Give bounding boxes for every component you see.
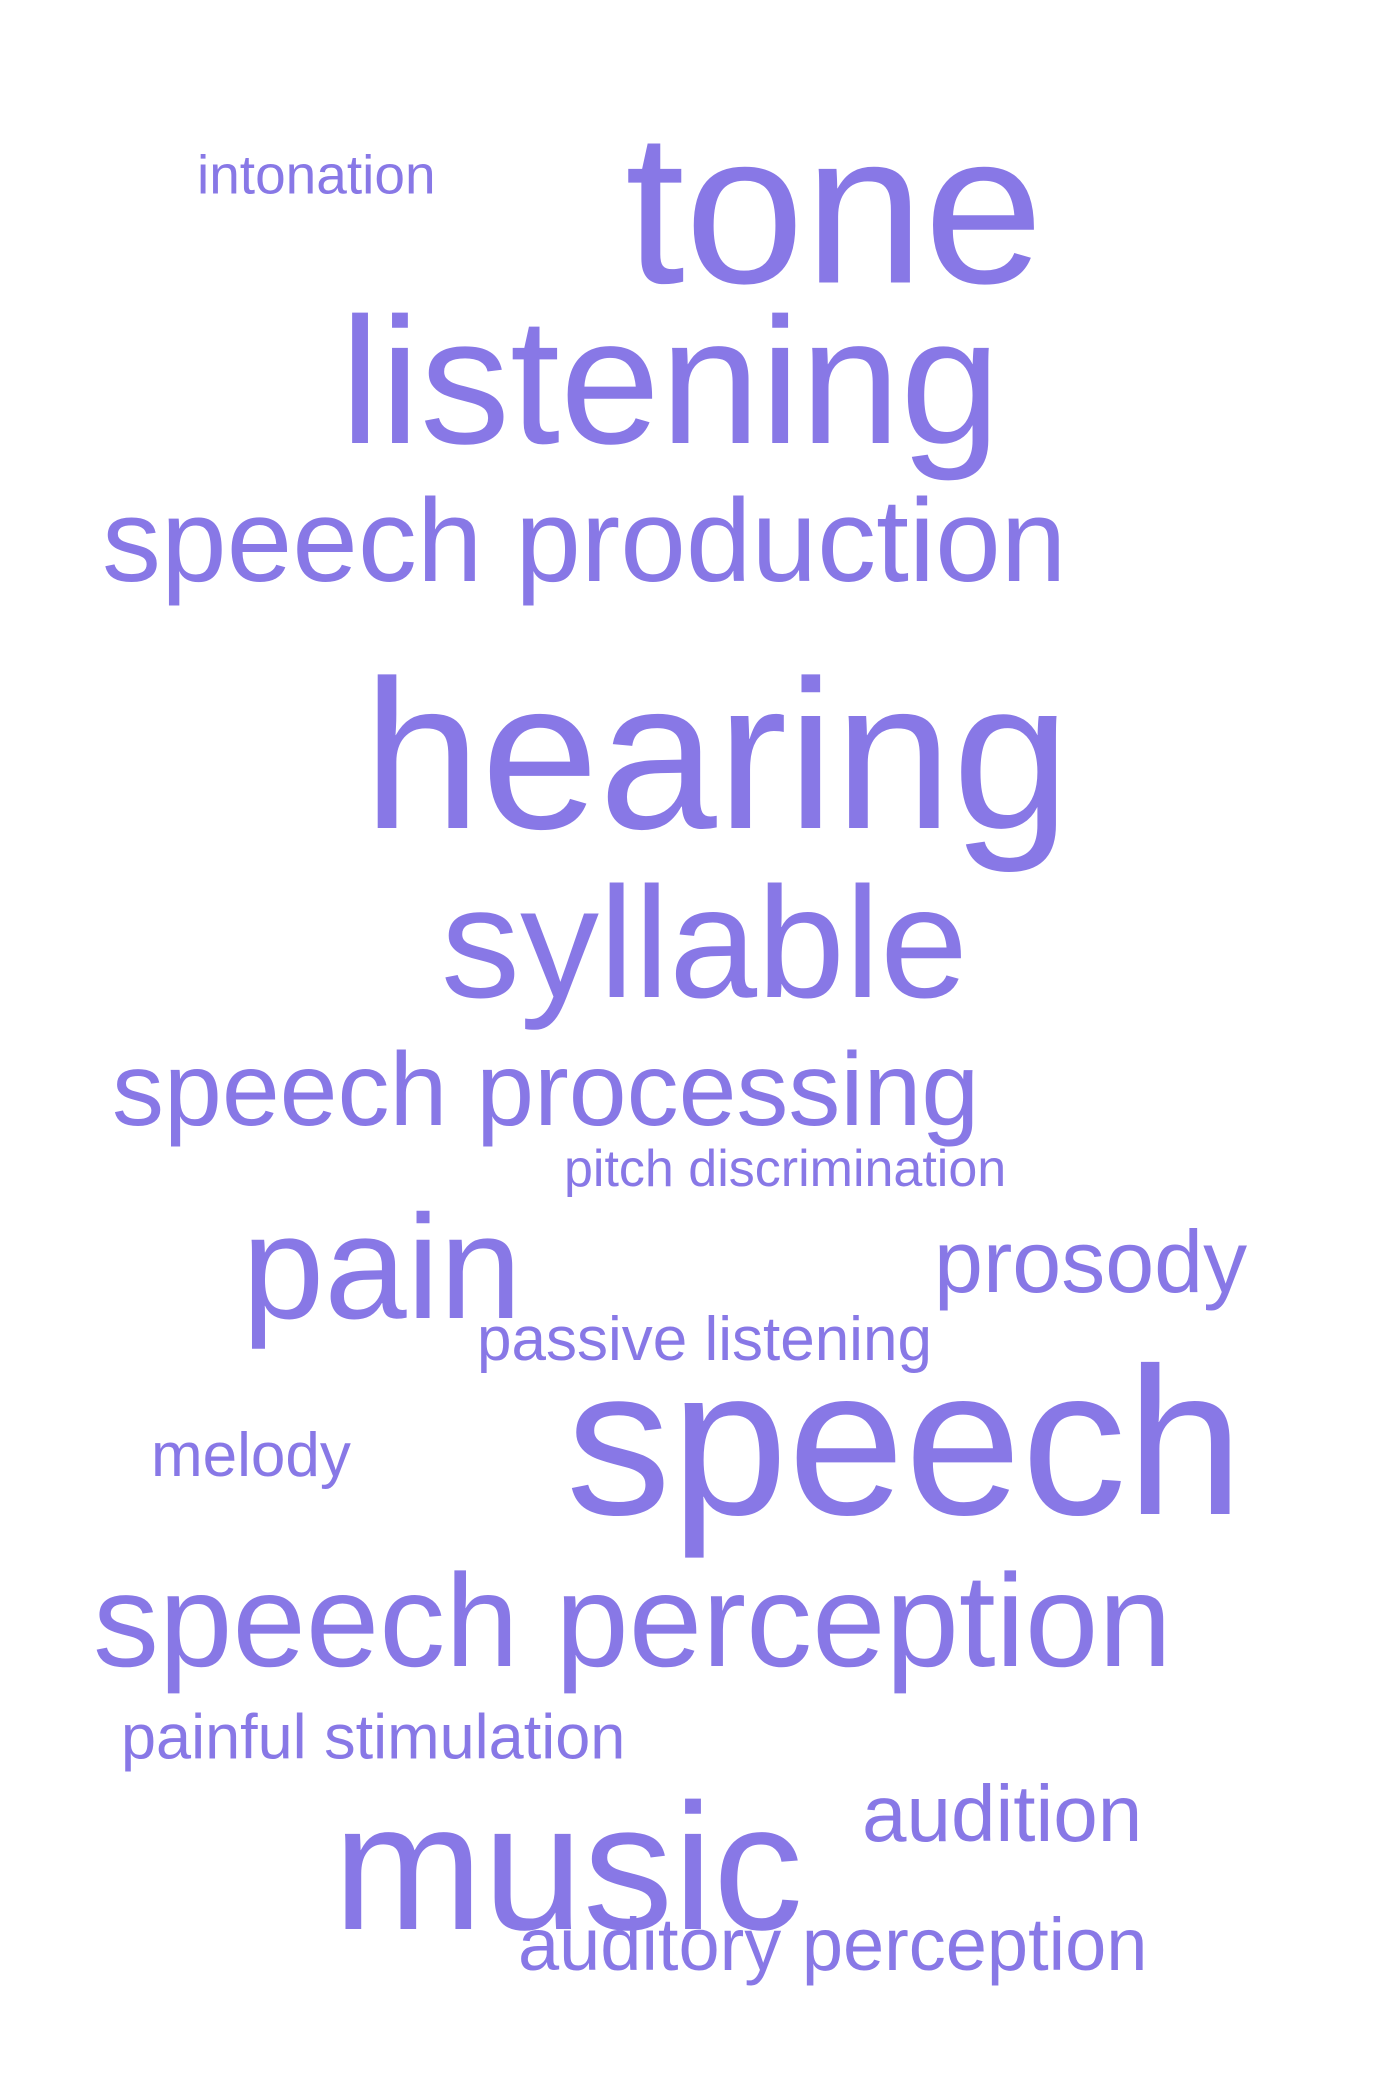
word-speech-processing: speech processing	[112, 1032, 980, 1148]
word-pain: pain	[242, 1185, 522, 1350]
word-speech-perception: speech perception	[93, 1547, 1172, 1694]
word-syllable: syllable	[441, 855, 968, 1031]
word-speech: speech	[566, 1324, 1244, 1559]
word-tone: tone	[625, 87, 1044, 329]
word-listening: listening	[340, 281, 1001, 482]
word-hearing: hearing	[363, 636, 1071, 873]
word-speech-production: speech production	[102, 475, 1067, 607]
word-pitch-discrimination: pitch discrimination	[564, 1140, 1007, 1198]
word-audition: audition	[862, 1769, 1143, 1858]
word-passive-listening: passive listening	[477, 1305, 932, 1374]
word-prosody: prosody	[934, 1212, 1248, 1311]
word-intonation: intonation	[197, 143, 436, 206]
word-auditory-perception: auditory perception	[518, 1903, 1148, 1986]
word-melody: melody	[151, 1421, 351, 1490]
word-music: music	[333, 1767, 804, 1968]
word-painful-stimulation: painful stimulation	[121, 1702, 626, 1773]
